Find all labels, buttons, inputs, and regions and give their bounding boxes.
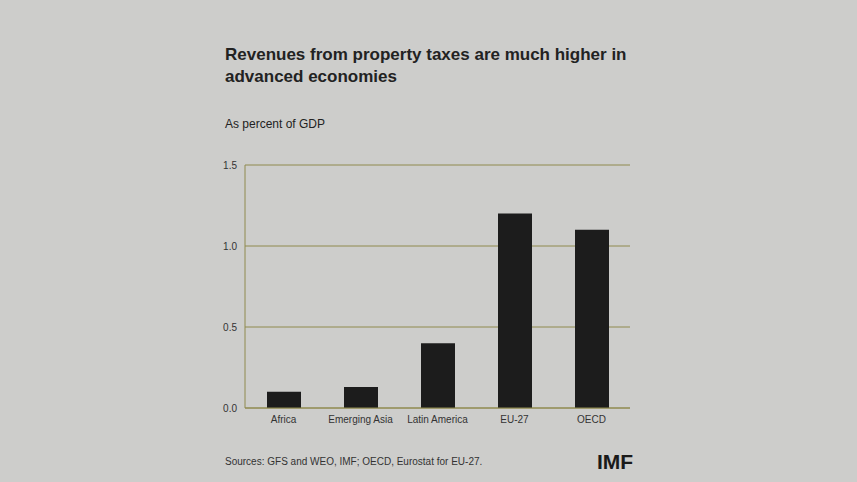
html-text:Sources: GFS and WEO, IMF; OEC: Sources: GFS and WEO, IMF; OECD, Eurosta… [225,456,483,467]
svg-text:0.5: 0.5 [223,322,237,333]
svg-text:OECD: OECD [577,414,606,425]
html-text:As percent of GDP: As percent of GDP [225,117,325,131]
html-text:Revenues from property taxes a: Revenues from property taxes are much hi… [225,45,627,86]
svg-text:Africa: Africa [271,414,297,425]
svg-text:EU-27: EU-27 [500,414,529,425]
svg-text:1.0: 1.0 [223,241,237,252]
svg-text:Emerging Asia: Emerging Asia [328,414,393,425]
svg-text:1.5: 1.5 [223,160,237,171]
svg-text:0.0: 0.0 [223,403,237,414]
html-text:IMF: IMF [597,450,634,473]
svg-text:Latin America: Latin America [407,414,468,425]
